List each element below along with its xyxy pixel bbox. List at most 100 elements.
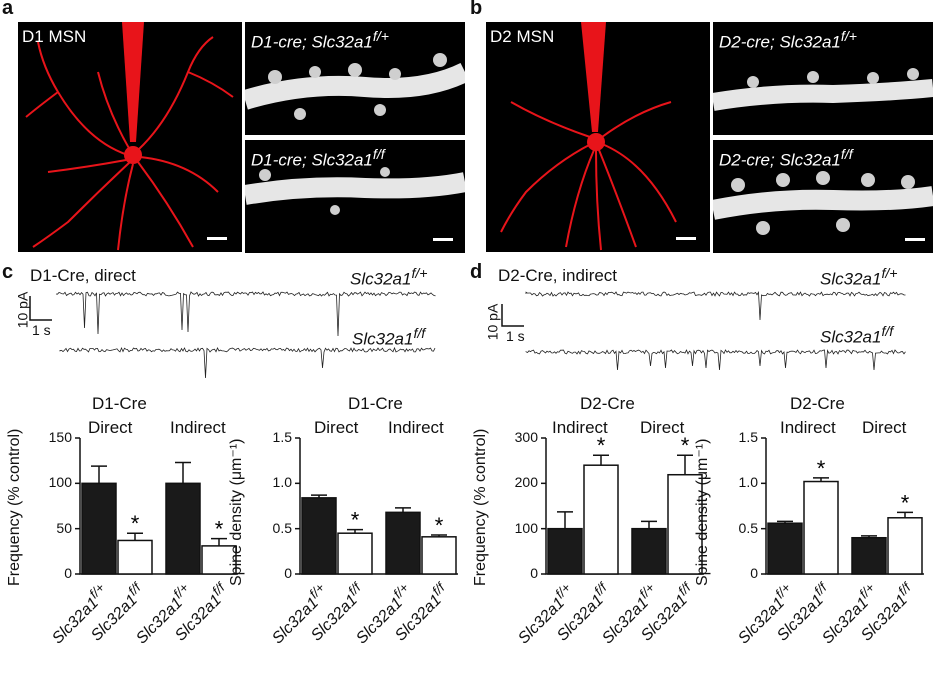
y-tick-label: 300 — [514, 429, 538, 445]
group-label: Indirect — [552, 418, 608, 437]
dendrite-drawing — [713, 171, 933, 241]
error-bar — [127, 532, 143, 541]
d2-neuron-drawing — [500, 22, 696, 251]
panel-label-c: c — [2, 261, 14, 283]
label-sup: f/f — [413, 326, 426, 342]
label-main: D1-cre; Slc32a1 — [251, 32, 373, 52]
label-sup: f/+ — [881, 266, 898, 282]
chart-title: D2-Cre — [790, 394, 845, 413]
label-sup: f/f — [372, 147, 385, 163]
neuron-image-d2: D2 MSN — [486, 22, 710, 252]
bar — [631, 527, 667, 575]
group-label: Indirect — [780, 418, 836, 437]
dendrite-drawing — [245, 167, 465, 241]
d2-msn-label: D2 MSN — [490, 27, 555, 46]
d1-control-label: D1-cre; Slc32a1f/+ — [251, 28, 389, 52]
d2-control-label: D2-cre; Slc32a1f/+ — [719, 28, 857, 52]
current-trace — [525, 291, 906, 321]
trace-label-d-control: Slc32a1f/+ — [820, 266, 898, 290]
error-bar — [593, 454, 609, 466]
bar — [887, 517, 923, 575]
d1-neuron-drawing — [25, 22, 234, 251]
y-tick-label: 1.0 — [272, 474, 292, 491]
bar-chart: ** — [541, 433, 704, 575]
error-bar — [897, 511, 913, 518]
y-tick-label: 0 — [64, 565, 72, 581]
y-tick-label: 1.0 — [738, 474, 758, 491]
dendrite-image-d1-control: D1-cre; Slc32a1f/+ — [245, 22, 465, 135]
label-main: D2-cre; Slc32a1 — [719, 150, 841, 170]
error-bar — [211, 537, 227, 546]
y-tick-label: 50 — [56, 519, 72, 536]
scale-bar-c — [29, 296, 52, 321]
trace-label-c-knockout: Slc32a1f/f — [352, 326, 425, 350]
error-bar — [91, 465, 107, 484]
current-traces-c — [29, 291, 436, 379]
error-bar — [311, 494, 327, 498]
group-label: Direct — [314, 418, 359, 437]
significance-marker: * — [215, 517, 224, 542]
label-main: Slc32a1 — [820, 269, 882, 289]
error-bar — [641, 520, 657, 529]
bar — [851, 536, 887, 575]
bar-chart: ** — [761, 437, 924, 575]
bar — [667, 473, 703, 575]
bar — [767, 522, 803, 575]
d1-msn-label: D1 MSN — [22, 27, 87, 46]
y-tick-label: 0 — [530, 565, 538, 581]
label-sup: f/+ — [411, 266, 428, 282]
bar-chart: ** — [75, 437, 238, 575]
bar — [583, 464, 619, 575]
chart-title: D2-Cre — [580, 394, 635, 413]
bar-chart: ** — [295, 437, 458, 575]
neuron-image-d1: D1 MSN — [18, 22, 242, 252]
bar — [81, 482, 117, 575]
current-trace — [55, 291, 436, 337]
group-label: Direct — [88, 418, 133, 437]
label-main: D2-cre; Slc32a1 — [719, 32, 841, 52]
significance-marker: * — [435, 513, 444, 538]
label-main: D1-cre; Slc32a1 — [251, 150, 373, 170]
error-bar — [175, 461, 191, 484]
group-label: Direct — [640, 418, 685, 437]
trace-label-c-control: Slc32a1f/+ — [350, 266, 428, 290]
current-trace — [525, 349, 906, 371]
group-label: Indirect — [388, 418, 444, 437]
y-tick-label: 1.5 — [738, 429, 758, 445]
bar — [201, 545, 237, 575]
error-bar — [395, 507, 411, 513]
trace-label-d-knockout: Slc32a1f/f — [820, 324, 893, 348]
panel-label-b: b — [470, 0, 483, 19]
label-main: Slc32a1 — [352, 329, 414, 349]
current-traces-d — [501, 291, 906, 371]
condition-label-c: D1-Cre, direct — [30, 266, 136, 285]
error-bar — [813, 477, 829, 482]
group-label: Direct — [862, 418, 907, 437]
y-tick-label: 0.5 — [738, 519, 758, 536]
y-tick-label: 150 — [48, 429, 72, 445]
y-tick-label: 0.5 — [272, 519, 292, 536]
error-bar — [777, 520, 793, 524]
d1-knockout-label: D1-cre; Slc32a1f/f — [251, 146, 385, 170]
error-bar — [677, 454, 693, 475]
dendrite-drawing — [713, 68, 933, 111]
significance-marker: * — [131, 511, 140, 536]
y-tick-label: 100 — [514, 519, 538, 536]
significance-marker: * — [597, 433, 606, 458]
panel-label-d: d — [470, 261, 483, 283]
condition-label-d: D2-Cre, indirect — [498, 266, 618, 285]
label-sup: f/f — [881, 324, 894, 340]
current-trace — [59, 346, 436, 379]
error-bar — [861, 535, 877, 538]
label-sup: f/+ — [372, 29, 390, 45]
group-label: Indirect — [170, 418, 226, 437]
dendrite-image-d1-knockout: D1-cre; Slc32a1f/f — [245, 140, 465, 253]
bar — [803, 480, 839, 575]
d2-knockout-label: D2-cre; Slc32a1f/f — [719, 146, 853, 170]
chart-title: D1-Cre — [348, 394, 403, 413]
bar — [165, 482, 201, 575]
dendrite-drawing — [245, 53, 465, 120]
y-tick-label: 0 — [284, 565, 292, 581]
dendrite-image-d2-knockout: D2-cre; Slc32a1f/f — [713, 140, 933, 253]
y-tick-label: 1.5 — [272, 429, 292, 445]
